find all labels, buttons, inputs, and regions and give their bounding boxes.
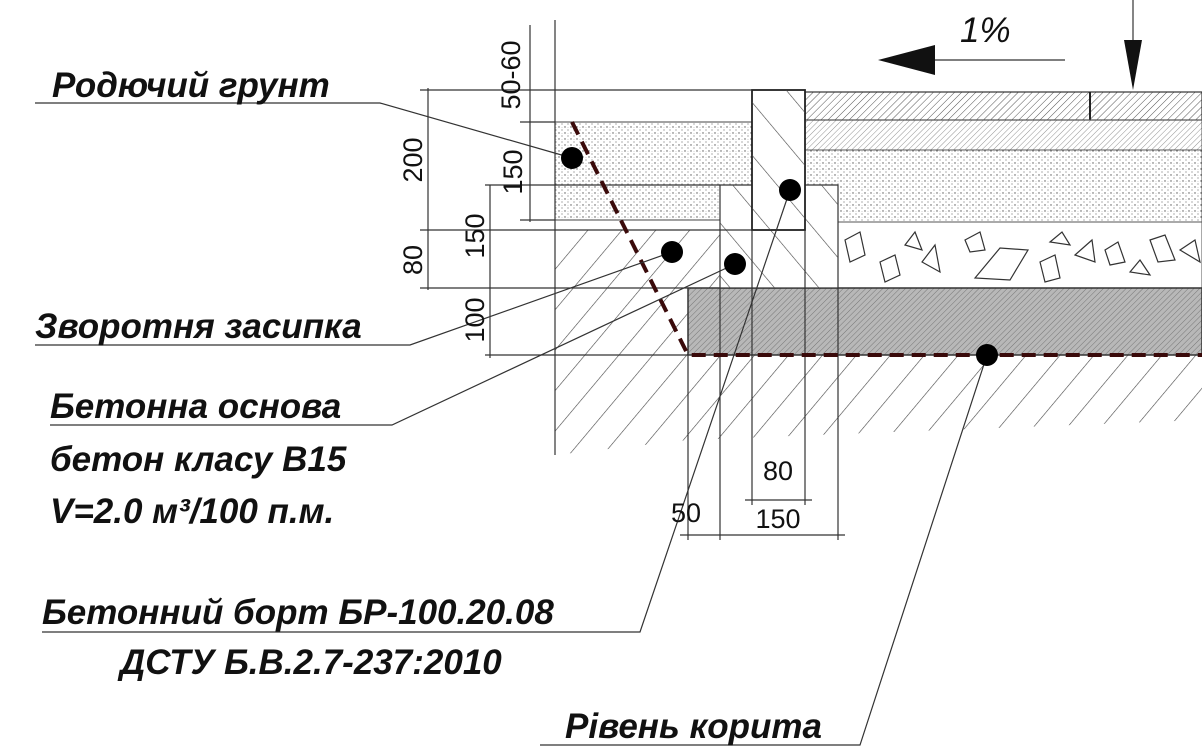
trough-level-line (570, 121, 1202, 357)
dimension: 100 (460, 297, 490, 342)
label: Бетонна основа (50, 387, 341, 426)
dimension: 80 (398, 245, 428, 275)
fertile-soil-layer (554, 121, 753, 221)
dimension-lines (420, 0, 1134, 540)
label: Родючий грунт (52, 66, 330, 105)
markers (561, 147, 998, 366)
dimension: 150 (498, 149, 528, 194)
dimension: 50 (671, 498, 701, 528)
label: Рівень корита (565, 707, 822, 746)
label: Бетонний борт БР-100.20.08 (42, 593, 554, 632)
label: ДСТУ Б.В.2.7-237:2010 (117, 643, 502, 682)
concrete-base-layer (687, 287, 1202, 356)
label: Зворотня засипка (35, 307, 362, 346)
sand-layer (804, 149, 1202, 223)
dimension: 200 (398, 137, 428, 182)
slope-arrow (878, 45, 935, 75)
dimension: 80 (763, 456, 793, 486)
paving-tile (804, 91, 1202, 121)
label: бетон класу В15 (50, 440, 347, 479)
label: V=2.0 м³/100 п.м. (50, 492, 334, 531)
slope-label: 1% (960, 11, 1011, 50)
gravel-layer (837, 221, 1202, 289)
load-arrow (1124, 40, 1142, 90)
dimension: 150 (755, 504, 800, 534)
curb-stone-hatch (752, 90, 805, 230)
leader-lines (35, 102, 988, 746)
dimension: 50-60 (496, 40, 526, 109)
ground-hatch (555, 230, 1202, 455)
bedding-layer (804, 119, 1202, 151)
dimension: 150 (460, 213, 490, 258)
